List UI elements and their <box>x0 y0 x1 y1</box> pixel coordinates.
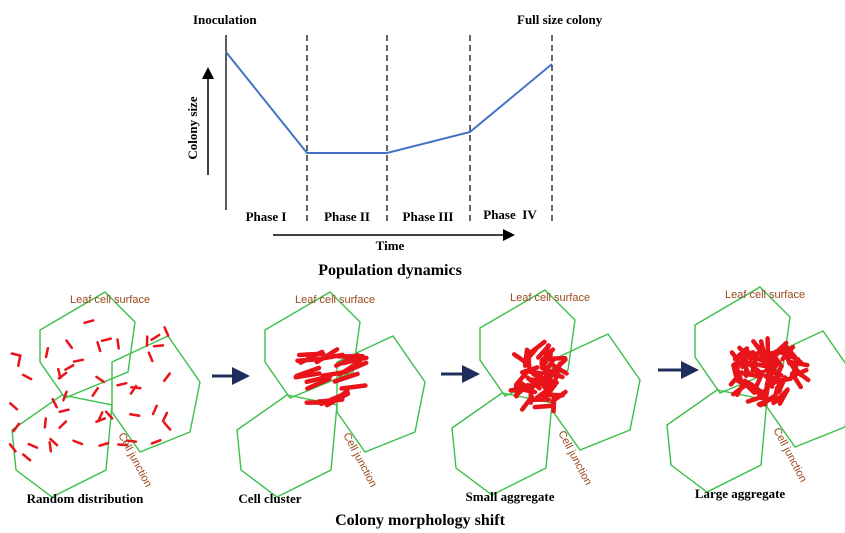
panel-caption: Small aggregate <box>466 489 555 504</box>
bacterium <box>29 444 37 448</box>
panel: Leaf cell surface Cell junction <box>10 292 200 497</box>
bacterium <box>66 341 71 348</box>
start-label: Inoculation <box>193 12 257 27</box>
bacterium <box>63 392 66 400</box>
bacterium <box>152 335 160 340</box>
bacterium <box>164 374 169 381</box>
population-chart: Inoculation Full size colony Colony size… <box>185 12 603 279</box>
bacterium <box>130 414 139 416</box>
bacterium <box>98 342 101 351</box>
junction-label: Cell junction <box>555 429 594 488</box>
bacterium <box>342 386 366 389</box>
bacterium <box>131 387 140 388</box>
bacterium <box>118 383 127 385</box>
bacterium <box>299 354 323 355</box>
bacterium <box>149 353 152 361</box>
bacterium <box>18 357 20 366</box>
bacteria <box>296 349 367 405</box>
bacterium <box>10 403 17 409</box>
leaf-cell <box>237 395 337 497</box>
bacterium <box>525 350 527 366</box>
dynamics-line <box>226 52 552 153</box>
bacteria <box>10 320 170 460</box>
panel-caption: Random distribution <box>27 491 144 506</box>
junction-label: Cell junction <box>115 431 154 490</box>
bacterium <box>46 348 48 357</box>
bacterium <box>65 365 73 369</box>
bacterium <box>60 410 69 412</box>
phase-label: Phase III <box>403 209 454 224</box>
bacterium <box>10 444 16 451</box>
bacterium <box>23 375 31 379</box>
y-axis-label: Colony size <box>185 96 200 159</box>
bacterium <box>297 359 321 361</box>
transition-arrows <box>212 370 693 376</box>
bacterium <box>102 339 111 341</box>
bacterium <box>118 339 119 348</box>
figure: Inoculation Full size colony Colony size… <box>0 0 845 533</box>
bacterium <box>165 327 169 335</box>
bacterium <box>50 442 51 451</box>
bacterium <box>152 440 160 443</box>
junction-label: Cell junction <box>770 426 809 485</box>
bacterium <box>93 388 98 395</box>
phase-label: Phase I <box>246 209 287 224</box>
bacterium <box>45 418 46 427</box>
bacterium <box>163 413 167 421</box>
x-axis-label: Time <box>376 238 405 253</box>
chart-title: Population dynamics <box>318 262 462 279</box>
bacterium <box>23 454 30 460</box>
leaf-cell <box>40 292 135 398</box>
surface-label: Leaf cell surface <box>295 294 375 306</box>
phase-label: Phase IV <box>483 207 537 222</box>
morphology-title: Colony morphology shift <box>335 512 505 529</box>
bacterium <box>535 406 551 407</box>
surface-label: Leaf cell surface <box>510 292 590 304</box>
bacterium <box>74 360 83 362</box>
surface-label: Leaf cell surface <box>725 289 805 301</box>
bacterium <box>74 441 82 444</box>
leaf-cell <box>667 390 767 492</box>
junction-label: Cell junction <box>340 431 379 490</box>
bacterium <box>100 443 109 446</box>
panel: Leaf cell surface Cell junction <box>667 287 845 492</box>
bacterium <box>50 439 57 445</box>
bacteria <box>511 342 567 411</box>
surface-label: Leaf cell surface <box>70 294 150 306</box>
end-label: Full size colony <box>517 12 603 27</box>
phase-label: Phase II <box>324 209 370 224</box>
bacterium <box>526 371 542 373</box>
bacterium <box>60 422 66 428</box>
bacterium <box>154 345 163 346</box>
bacterium <box>323 372 347 376</box>
bacterium <box>96 377 103 382</box>
panel-caption: Cell cluster <box>238 491 301 506</box>
panel: Leaf cell surface Cell junction <box>237 292 425 497</box>
bacterium <box>96 418 104 421</box>
phase-dividers <box>307 35 552 225</box>
bacterium <box>153 406 157 414</box>
bacterium <box>164 423 170 430</box>
bacterium <box>12 354 21 356</box>
panel-caption: Large aggregate <box>695 486 786 501</box>
bacterium <box>85 320 94 322</box>
panel: Leaf cell surface Cell junction <box>452 290 640 495</box>
